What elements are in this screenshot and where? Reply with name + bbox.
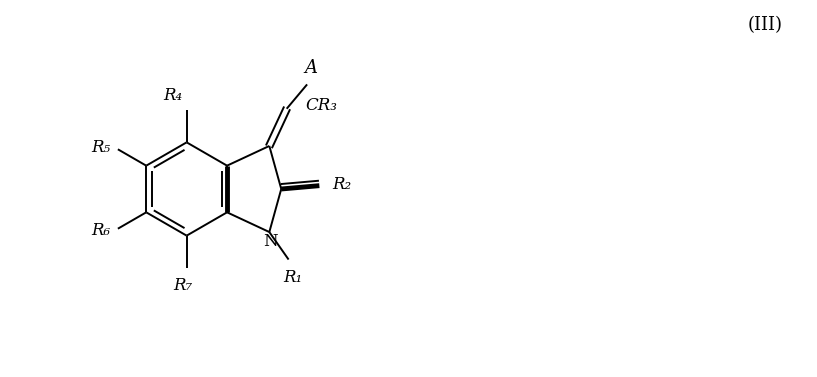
Text: R₂: R₂	[333, 176, 351, 193]
Text: R₅: R₅	[91, 139, 110, 156]
Text: (III): (III)	[748, 16, 782, 34]
Text: R₁: R₁	[283, 270, 302, 287]
Text: R₄: R₄	[163, 87, 183, 104]
Text: N: N	[263, 233, 278, 250]
Text: CR₃: CR₃	[306, 97, 337, 114]
Text: A: A	[305, 60, 318, 77]
Text: R₇: R₇	[173, 277, 192, 294]
Text: R₆: R₆	[91, 222, 110, 239]
